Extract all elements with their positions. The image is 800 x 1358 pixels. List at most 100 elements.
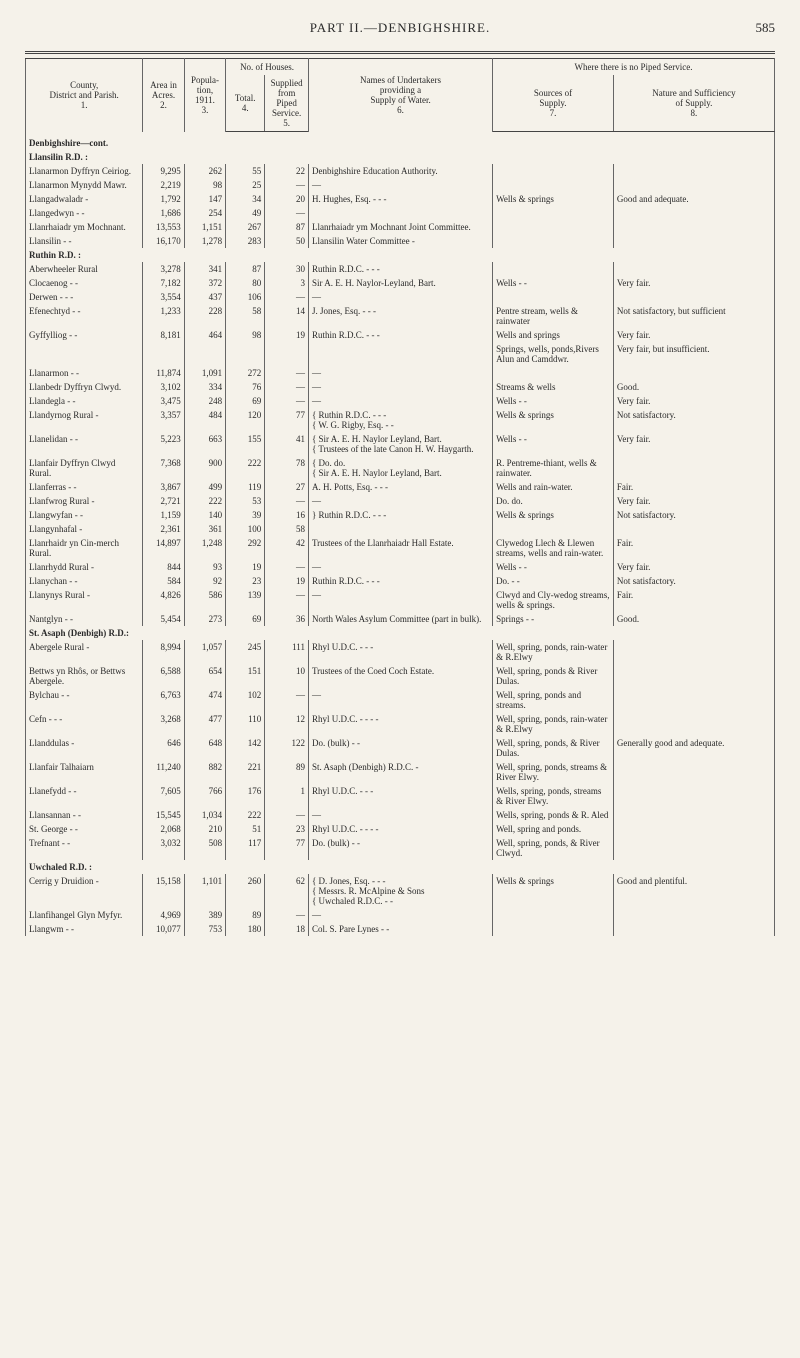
cell-area: 13,553 <box>143 220 184 234</box>
cell-undertakers: Trustees of the Llanrhaiadr Hall Estate. <box>308 536 492 560</box>
cell-nature: Generally good and adequate. <box>613 736 774 760</box>
cell-sources: Well, spring, ponds and streams. <box>493 688 614 712</box>
cell-parish: Llanarmon - - <box>26 366 143 380</box>
table-row: Derwen - - -3,554437106—— <box>26 290 775 304</box>
hdr-supplied: Supplied from Piped Service. 5. <box>265 75 309 132</box>
cell-total-houses: 180 <box>226 922 265 936</box>
cell-population: 1,101 <box>184 874 225 908</box>
cell-area <box>143 342 184 366</box>
cell-parish: Clocaenog - - <box>26 276 143 290</box>
cell-nature: Very fair. <box>613 394 774 408</box>
cell-area: 1,686 <box>143 206 184 220</box>
cell-supplied: 77 <box>265 408 309 432</box>
cell-parish: St. George - - <box>26 822 143 836</box>
cell-total-houses: 176 <box>226 784 265 808</box>
section-title-row: Denbighshire—cont. <box>26 132 775 151</box>
cell-total-houses: 106 <box>226 290 265 304</box>
cell-area: 3,867 <box>143 480 184 494</box>
cell-supplied: — <box>265 290 309 304</box>
cell-population: 273 <box>184 612 225 626</box>
group-heading-row: St. Asaph (Denbigh) R.D.: <box>26 626 775 640</box>
cell-supplied: — <box>265 588 309 612</box>
cell-supplied: — <box>265 908 309 922</box>
table-row: Llanfwrog Rural -2,72122253——Do. do.Very… <box>26 494 775 508</box>
table-row: Llandyrnog Rural -3,35748412077{ Ruthin … <box>26 408 775 432</box>
top-double-rule <box>25 51 775 54</box>
table-row: Llanrhaidr yn Cin-merch Rural.14,8971,24… <box>26 536 775 560</box>
cell-population: 474 <box>184 688 225 712</box>
cell-population: 372 <box>184 276 225 290</box>
table-row: Llanbedr Dyffryn Clwyd.3,10233476——Strea… <box>26 380 775 394</box>
cell-sources: Wells - - <box>493 394 614 408</box>
cell-area: 6,588 <box>143 664 184 688</box>
cell-undertakers: — <box>308 290 492 304</box>
running-head: PART II.—DENBIGHSHIRE. 585 <box>25 20 775 36</box>
cell-nature: Not satisfactory. <box>613 508 774 522</box>
cell-area: 2,219 <box>143 178 184 192</box>
cell-parish: Llangedwyn - - <box>26 206 143 220</box>
cell-undertakers: — <box>308 688 492 712</box>
cell-nature <box>613 664 774 688</box>
cell-supplied: 27 <box>265 480 309 494</box>
table-row: Llanynys Rural -4,826586139——Clwyd and C… <box>26 588 775 612</box>
table-row: Llanrhydd Rural -8449319——Wells - -Very … <box>26 560 775 574</box>
cell-total-houses: 87 <box>226 262 265 276</box>
cell-supplied: 16 <box>265 508 309 522</box>
hdr-population: Popula- tion, 1911. 3. <box>184 59 225 132</box>
cell-nature <box>613 290 774 304</box>
cell-population: 1,151 <box>184 220 225 234</box>
cell-area: 15,545 <box>143 808 184 822</box>
cell-nature <box>613 712 774 736</box>
cell-supplied: 77 <box>265 836 309 860</box>
table-row: Llangwm - -10,07775318018Col. S. Pare Ly… <box>26 922 775 936</box>
cell-undertakers: H. Hughes, Esq. - - - <box>308 192 492 206</box>
cell-area: 5,454 <box>143 612 184 626</box>
cell-nature <box>613 366 774 380</box>
cell-undertakers: J. Jones, Esq. - - - <box>308 304 492 328</box>
cell-parish: Trefnant - - <box>26 836 143 860</box>
hdr-supplied-text: Supplied from Piped Service. 5. <box>271 78 303 128</box>
cell-nature <box>613 262 774 276</box>
cell-parish: Nantglyn - - <box>26 612 143 626</box>
cell-sources: Well, spring, ponds, rain-water & R.Elwy <box>493 640 614 664</box>
cell-undertakers: Do. (bulk) - - <box>308 836 492 860</box>
cell-area: 4,826 <box>143 588 184 612</box>
cell-sources <box>493 164 614 178</box>
cell-total-houses: 102 <box>226 688 265 712</box>
table-row: Nantglyn - -5,4542736936North Wales Asyl… <box>26 612 775 626</box>
cell-area: 1,792 <box>143 192 184 206</box>
cell-supplied <box>265 342 309 366</box>
cell-supplied: 36 <box>265 612 309 626</box>
cell-supplied: — <box>265 688 309 712</box>
running-head-text: PART II.—DENBIGHSHIRE. <box>310 20 490 35</box>
page-number: 585 <box>756 20 776 36</box>
cell-population: 766 <box>184 784 225 808</box>
cell-sources: Streams & wells <box>493 380 614 394</box>
hdr-county-text: County, District and Parish. 1. <box>50 80 119 110</box>
cell-population: 341 <box>184 262 225 276</box>
cell-area: 3,032 <box>143 836 184 860</box>
cell-total-houses: 53 <box>226 494 265 508</box>
table-row: Llanddulas -646648142122Do. (bulk) - -We… <box>26 736 775 760</box>
group-heading-row: Llansilin R.D. : <box>26 150 775 164</box>
cell-sources: Well, spring, ponds & River Dulas. <box>493 664 614 688</box>
cell-total-houses: 119 <box>226 480 265 494</box>
group-heading-row: Ruthin R.D. : <box>26 248 775 262</box>
cell-sources <box>493 290 614 304</box>
cell-supplied: — <box>265 380 309 394</box>
water-supply-table: County, District and Parish. 1. Area in … <box>25 58 775 936</box>
table-row: Llanarmon - -11,8741,091272—— <box>26 366 775 380</box>
cell-area: 5,223 <box>143 432 184 456</box>
cell-undertakers: Sir A. E. H. Naylor-Leyland, Bart. <box>308 276 492 290</box>
cell-supplied: — <box>265 178 309 192</box>
cell-supplied: 19 <box>265 328 309 342</box>
cell-supplied: 62 <box>265 874 309 908</box>
cell-undertakers: Trustees of the Coed Coch Estate. <box>308 664 492 688</box>
cell-total-houses: 222 <box>226 808 265 822</box>
cell-parish: Llansannan - - <box>26 808 143 822</box>
cell-total-houses: 222 <box>226 456 265 480</box>
cell-sources: Well, spring, ponds, streams & River Elw… <box>493 760 614 784</box>
table-row: Cefn - - -3,26847711012Rhyl U.D.C. - - -… <box>26 712 775 736</box>
cell-total-houses: 155 <box>226 432 265 456</box>
cell-sources: Springs - - <box>493 612 614 626</box>
